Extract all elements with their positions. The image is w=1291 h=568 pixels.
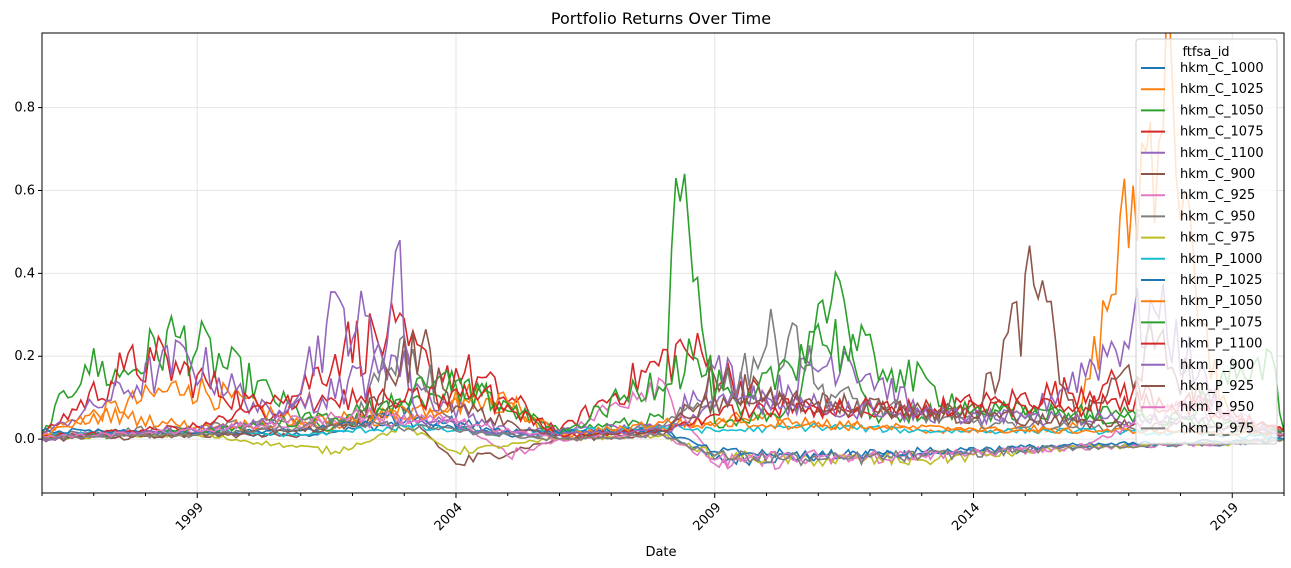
legend-label: hkm_C_1075 [1180, 125, 1264, 140]
x-tick-label: 2014 [949, 500, 983, 534]
plot-frame [41, 32, 1285, 494]
y-axis-ticks: 0.0 0.2 0.4 0.6 0.8 [14, 101, 42, 447]
legend-title: ftfsa_id [1182, 45, 1229, 60]
x-tick-label: 2009 [690, 500, 724, 534]
series-line-hkm_P_975 [42, 417, 1284, 467]
legend-label: hkm_C_1000 [1180, 61, 1264, 76]
x-tick-label: 1999 [173, 500, 207, 534]
legend-label: hkm_P_925 [1180, 379, 1254, 394]
legend: ftfsa_id hkm_C_1000hkm_C_1025hkm_C_1050h… [1135, 38, 1278, 445]
y-tick-label: 0.6 [14, 183, 35, 198]
legend-label: hkm_C_900 [1180, 167, 1255, 182]
legend-label: hkm_C_1050 [1180, 103, 1264, 118]
legend-label: hkm_P_1000 [1180, 252, 1262, 267]
series-line-hkm_C_1025 [42, 33, 1284, 438]
y-tick-label: 0.2 [14, 349, 35, 364]
x-axis-title: Date [645, 545, 676, 560]
chart-title: Portfolio Returns Over Time [551, 9, 771, 28]
series-line-hkm_C_1050 [42, 173, 1284, 436]
legend-label: hkm_P_1075 [1180, 315, 1262, 330]
legend-label: hkm_C_925 [1180, 188, 1255, 203]
legend-label: hkm_P_975 [1180, 421, 1254, 436]
legend-items: hkm_C_1000 hkm_C_1025 hkm_C_1050 hkm_C_1075… [1141, 61, 1264, 436]
legend-label: hkm_C_1100 [1180, 146, 1264, 161]
legend-label: hkm_P_950 [1180, 400, 1254, 415]
y-tick-label: 0.8 [14, 101, 35, 116]
grid [42, 33, 1284, 493]
legend-label: hkm_P_1050 [1180, 294, 1262, 309]
legend-label: hkm_C_975 [1180, 231, 1255, 246]
legend-label: hkm_P_1025 [1180, 273, 1262, 288]
legend-label: hkm_P_1100 [1180, 337, 1262, 352]
x-tick-label: 2019 [1208, 500, 1242, 534]
y-tick-label: 0.0 [14, 432, 35, 447]
legend-label: hkm_C_950 [1180, 209, 1255, 224]
x-axis-ticks: 1999 2004 2009 2014 2019 [41, 493, 1285, 534]
legend-box [1135, 38, 1278, 445]
legend-label: hkm_P_900 [1180, 358, 1254, 373]
legend-label: hkm_C_1025 [1180, 82, 1264, 97]
series-layer [42, 33, 1284, 471]
y-tick-label: 0.4 [14, 266, 35, 281]
x-tick-label: 2004 [432, 500, 466, 534]
